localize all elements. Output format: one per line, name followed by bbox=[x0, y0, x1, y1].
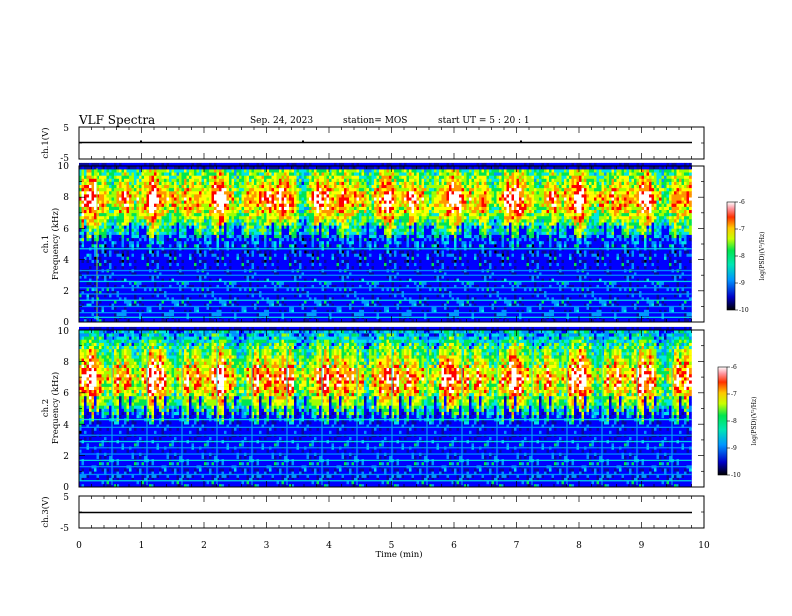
ch2-channel-label: ch.2 bbox=[41, 399, 51, 417]
ch2-spectrogram-image bbox=[79, 327, 692, 487]
ch2-spectrogram-panel: 0 2 4 6 8 10 ch.2 Frequency (kHz) bbox=[41, 327, 704, 493]
ch1-cb-tick-m9: -9 bbox=[739, 280, 745, 287]
xtick-6: 6 bbox=[451, 541, 457, 551]
narrowband-line bbox=[79, 474, 692, 475]
ch2-cb-tick-m10: -10 bbox=[731, 472, 741, 479]
ch1-channel-label: ch.1 bbox=[41, 235, 51, 253]
ch2-cb-tick-m8: -8 bbox=[731, 418, 737, 425]
ch1-spectrogram-image bbox=[79, 163, 692, 322]
narrowband-line bbox=[79, 460, 692, 461]
narrowband-line bbox=[79, 300, 692, 301]
ch1-ytick-4: 4 bbox=[63, 256, 69, 266]
ch1-cb-tick-m8: -8 bbox=[739, 253, 745, 260]
ch2-frequency-ylabel: Frequency (kHz) bbox=[50, 372, 61, 444]
ch1-spectrogram-panel: 0 2 4 6 8 10 ch.1 Frequency (kHz) bbox=[41, 162, 704, 328]
time-axis: 0 1 2 3 4 5 6 7 8 9 10 Time (min) bbox=[76, 541, 710, 560]
xtick-4: 4 bbox=[326, 541, 332, 551]
ch1-ytick-10: 10 bbox=[58, 162, 70, 172]
ch1-cb-tick-m6: -6 bbox=[739, 199, 745, 206]
ch1-colorbar: -6 -7 -8 -9 -10 log(PSD)(V²/Hz) bbox=[727, 199, 766, 314]
narrowband-line bbox=[79, 453, 692, 454]
xtick-3: 3 bbox=[264, 541, 270, 551]
ch2-colorbar: -6 -7 -8 -9 -10 log(PSD)(V²/Hz) bbox=[718, 364, 758, 479]
ch1-colorbar-label: log(PSD)(V²/Hz) bbox=[759, 232, 766, 281]
xtick-0: 0 bbox=[76, 541, 82, 551]
xtick-7: 7 bbox=[514, 541, 520, 551]
ch2-ytick-6: 6 bbox=[63, 389, 69, 399]
narrowband-line bbox=[79, 435, 692, 436]
narrowband-line bbox=[79, 317, 692, 318]
ch3-voltage-panel: 5 -5 ch.3(V) bbox=[40, 493, 704, 534]
ch2-cb-tick-m9: -9 bbox=[731, 445, 737, 452]
xtick-1: 1 bbox=[139, 541, 145, 551]
ch2-ytick-8: 8 bbox=[63, 358, 69, 368]
narrowband-line bbox=[79, 419, 692, 420]
narrowband-line bbox=[79, 248, 692, 249]
ch1-ytick-top: 5 bbox=[63, 124, 69, 134]
narrowband-line bbox=[79, 312, 692, 313]
start-time-label: start UT = 5 : 20 : 1 bbox=[438, 116, 530, 126]
ch1-frequency-ylabel: Frequency (kHz) bbox=[50, 208, 61, 280]
ch1-cb-tick-m7: -7 bbox=[739, 226, 745, 233]
ch1-ytick-6: 6 bbox=[63, 225, 69, 235]
ch1-voltage-panel: 5 -5 ch.1(V) bbox=[40, 124, 704, 164]
narrowband-line bbox=[79, 306, 692, 307]
ch1-colorbar-scale bbox=[727, 202, 735, 310]
figure-title: VLF Spectra bbox=[78, 113, 155, 127]
xtick-2: 2 bbox=[201, 541, 207, 551]
xtick-9: 9 bbox=[639, 541, 645, 551]
ch1-ytick-2: 2 bbox=[63, 287, 69, 297]
narrowband-line bbox=[79, 281, 692, 282]
narrowband-line bbox=[79, 287, 692, 288]
narrowband-line bbox=[79, 293, 692, 294]
ch2-colorbar-scale bbox=[718, 367, 727, 475]
ch2-ytick-0: 0 bbox=[63, 483, 69, 493]
ch2-ytick-2: 2 bbox=[63, 452, 69, 462]
narrowband-line bbox=[79, 270, 692, 271]
xtick-10: 10 bbox=[698, 541, 710, 551]
ch1-ytick-8: 8 bbox=[63, 193, 69, 203]
date-label: Sep. 24, 2023 bbox=[250, 116, 313, 126]
narrowband-line bbox=[79, 447, 692, 448]
narrowband-line bbox=[79, 441, 692, 442]
station-label: station= MOS bbox=[343, 116, 407, 126]
ch3-ytick-top: 5 bbox=[63, 493, 69, 503]
ch3-voltage-ylabel: ch.3(V) bbox=[40, 496, 51, 527]
ch1-cb-tick-m10: -10 bbox=[739, 307, 749, 314]
ch2-cb-tick-m6: -6 bbox=[731, 364, 737, 371]
narrowband-line bbox=[79, 275, 692, 276]
ch2-ytick-10: 10 bbox=[58, 327, 70, 337]
xtick-8: 8 bbox=[576, 541, 582, 551]
ch3-ytick-bottom: -5 bbox=[60, 524, 69, 534]
narrowband-line bbox=[79, 466, 692, 467]
ch2-colorbar-label: log(PSD)(V²/Hz) bbox=[751, 397, 758, 446]
ch2-ytick-4: 4 bbox=[63, 421, 69, 431]
time-axis-label: Time (min) bbox=[375, 549, 422, 560]
ch2-cb-tick-m7: -7 bbox=[731, 391, 737, 398]
narrowband-line bbox=[79, 480, 692, 481]
narrowband-line bbox=[79, 427, 692, 428]
ch1-voltage-ylabel: ch.1(V) bbox=[40, 127, 51, 158]
